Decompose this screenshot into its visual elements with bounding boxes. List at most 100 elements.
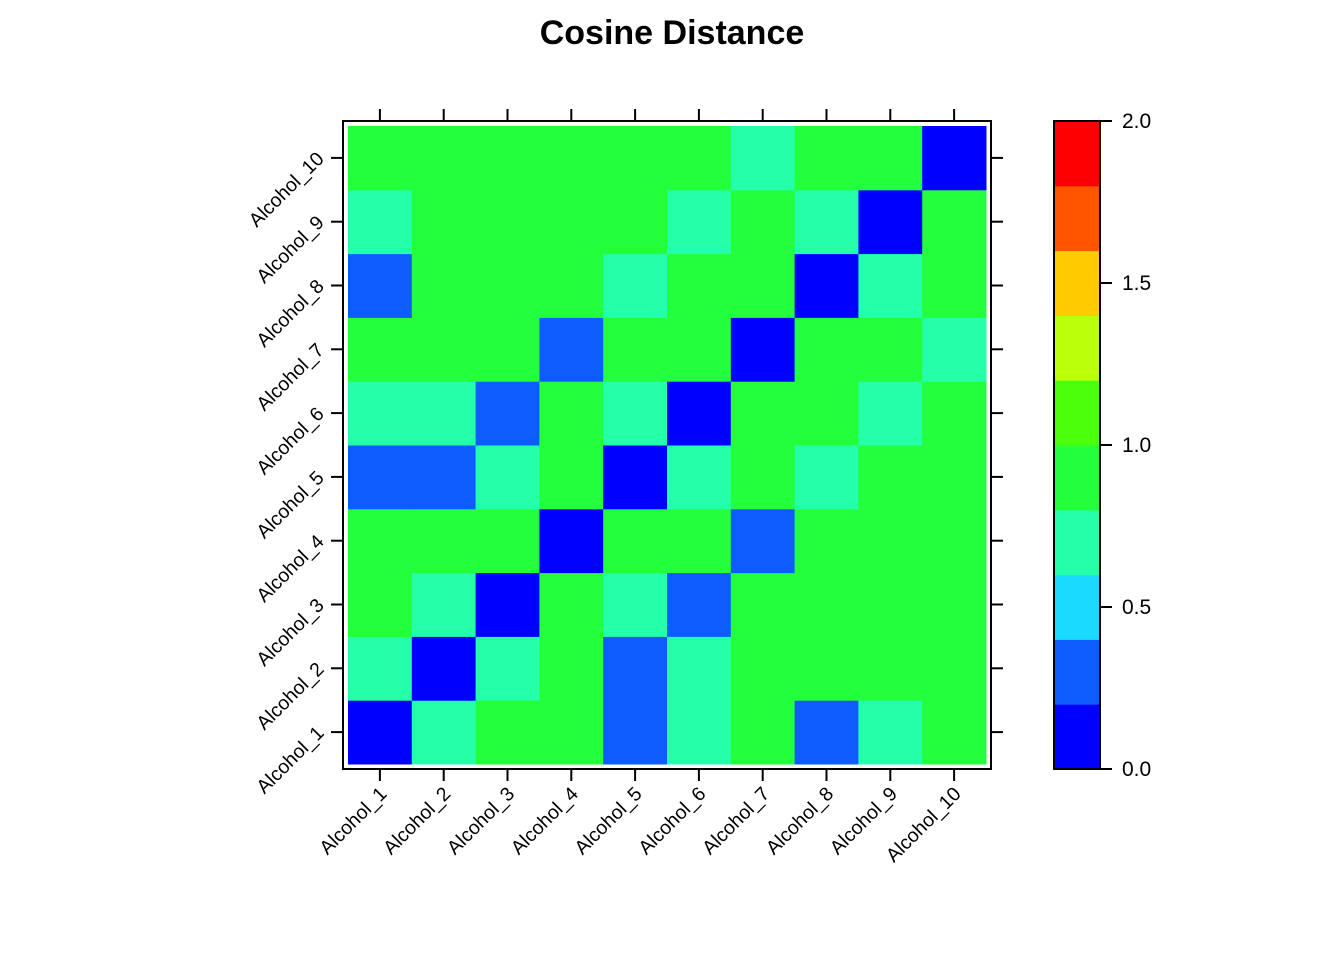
colorbar-tick-label: 0.0 bbox=[1122, 758, 1151, 781]
heatmap-cell bbox=[539, 636, 604, 701]
colorbar-swatch bbox=[1054, 574, 1100, 640]
plot-frame bbox=[342, 120, 992, 770]
colorbar-tick-label: 2.0 bbox=[1122, 110, 1151, 133]
heatmap-cell bbox=[475, 572, 540, 637]
heatmap-cell bbox=[794, 381, 859, 446]
colorbar-swatch bbox=[1054, 704, 1100, 770]
heatmap-cell bbox=[794, 253, 859, 318]
heatmap-cell bbox=[348, 317, 413, 382]
heatmap-cell bbox=[539, 317, 604, 382]
heatmap-cell bbox=[411, 445, 477, 510]
heatmap-cell bbox=[922, 381, 987, 446]
heatmap-cell bbox=[475, 253, 540, 318]
heatmap-cell bbox=[794, 317, 859, 382]
heatmap-cell bbox=[794, 636, 859, 701]
colorbar-swatch bbox=[1054, 445, 1100, 511]
heatmap-cell bbox=[922, 189, 987, 255]
y-tick-label: Alcohol_1 bbox=[252, 722, 328, 798]
heatmap-cell bbox=[348, 189, 413, 255]
x-tick-label: Alcohol_2 bbox=[379, 783, 455, 859]
heatmap-cell bbox=[922, 508, 987, 574]
y-tick-label: Alcohol_8 bbox=[252, 275, 328, 351]
heatmap-cell bbox=[475, 126, 540, 191]
heatmap-cell bbox=[730, 636, 796, 701]
heatmap-cell bbox=[539, 572, 604, 637]
heatmap-cell bbox=[411, 126, 477, 191]
heatmap-cell bbox=[475, 317, 540, 382]
heatmap-cell bbox=[348, 445, 413, 510]
colorbar-swatch bbox=[1054, 380, 1100, 446]
heatmap-cell bbox=[539, 253, 604, 318]
heatmap-cell bbox=[411, 317, 477, 382]
colorbar-swatch bbox=[1054, 315, 1100, 381]
heatmap-cell bbox=[858, 189, 923, 255]
colorbar-swatch bbox=[1054, 250, 1100, 316]
heatmap-cell bbox=[922, 317, 987, 382]
x-axis-labels: Alcohol_1Alcohol_2Alcohol_3Alcohol_4Alco… bbox=[315, 783, 965, 867]
heatmap-cell bbox=[475, 381, 540, 446]
heatmap-cell bbox=[667, 700, 732, 765]
heatmap-cell bbox=[667, 253, 732, 318]
heatmap-cell bbox=[348, 126, 413, 191]
axis-ticks bbox=[331, 109, 1003, 781]
heatmap-cell bbox=[794, 700, 859, 765]
colorbar-swatch bbox=[1054, 639, 1100, 705]
y-tick-label: Alcohol_7 bbox=[252, 339, 328, 415]
heatmap-cell bbox=[603, 253, 668, 318]
heatmap-cell bbox=[411, 508, 477, 574]
heatmap-cell bbox=[730, 508, 796, 574]
heatmap-cell bbox=[348, 253, 413, 318]
x-tick-label: Alcohol_3 bbox=[443, 783, 519, 859]
heatmap-cell bbox=[922, 445, 987, 510]
heatmap-cell bbox=[730, 381, 796, 446]
heatmap-cell bbox=[730, 317, 796, 382]
heatmap-cell bbox=[858, 381, 923, 446]
y-tick-label: Alcohol_2 bbox=[252, 658, 328, 734]
heatmap-cell bbox=[858, 636, 923, 701]
heatmap-cell bbox=[730, 700, 796, 765]
heatmap-cell bbox=[603, 636, 668, 701]
colorbar: 0.0 0.5 1.0 1.5 2.0 bbox=[1053, 110, 1151, 781]
heatmap-cell bbox=[539, 700, 604, 765]
heatmap-cell bbox=[475, 189, 540, 255]
x-tick-label: Alcohol_8 bbox=[762, 783, 838, 859]
colorbar-swatch bbox=[1054, 121, 1100, 187]
heatmap-cell bbox=[348, 508, 413, 574]
heatmap-cell bbox=[475, 700, 540, 765]
heatmap-cell bbox=[411, 636, 477, 701]
heatmap-cell bbox=[794, 508, 859, 574]
heatmap-cell bbox=[603, 572, 668, 637]
heatmap-cell bbox=[794, 572, 859, 637]
heatmap-cell bbox=[922, 253, 987, 318]
heatmap-cell bbox=[730, 126, 796, 191]
heatmap-cell bbox=[858, 126, 923, 191]
heatmap-cell bbox=[667, 381, 732, 446]
x-tick-label: Alcohol_1 bbox=[315, 783, 391, 859]
heatmap-cell bbox=[539, 445, 604, 510]
y-tick-label: Alcohol_5 bbox=[252, 467, 328, 543]
colorbar-tick-label: 1.0 bbox=[1122, 434, 1151, 457]
heatmap-cell bbox=[539, 126, 604, 191]
heatmap-cell bbox=[603, 381, 668, 446]
heatmap-cell bbox=[539, 381, 604, 446]
colorbar-tick-label: 0.5 bbox=[1122, 596, 1151, 619]
heatmap-cell bbox=[348, 381, 413, 446]
heatmap-cell bbox=[603, 317, 668, 382]
heatmap-cell bbox=[922, 126, 987, 191]
heatmap-cell bbox=[603, 508, 668, 574]
heatmap-cell bbox=[667, 636, 732, 701]
heatmap-cell bbox=[730, 445, 796, 510]
heatmap-cell bbox=[475, 445, 540, 510]
x-tick-label: Alcohol_5 bbox=[571, 783, 647, 859]
heatmap-cell bbox=[858, 572, 923, 637]
heatmap-cell bbox=[858, 317, 923, 382]
heatmap-cell bbox=[922, 572, 987, 637]
heatmap-cell bbox=[411, 381, 477, 446]
heatmap-cell bbox=[539, 189, 604, 255]
heatmap-cell bbox=[411, 572, 477, 637]
heatmap-cell bbox=[411, 700, 477, 765]
x-tick-label: Alcohol_4 bbox=[507, 783, 583, 859]
y-axis-labels: Alcohol_1Alcohol_2Alcohol_3Alcohol_4Alco… bbox=[245, 148, 329, 798]
